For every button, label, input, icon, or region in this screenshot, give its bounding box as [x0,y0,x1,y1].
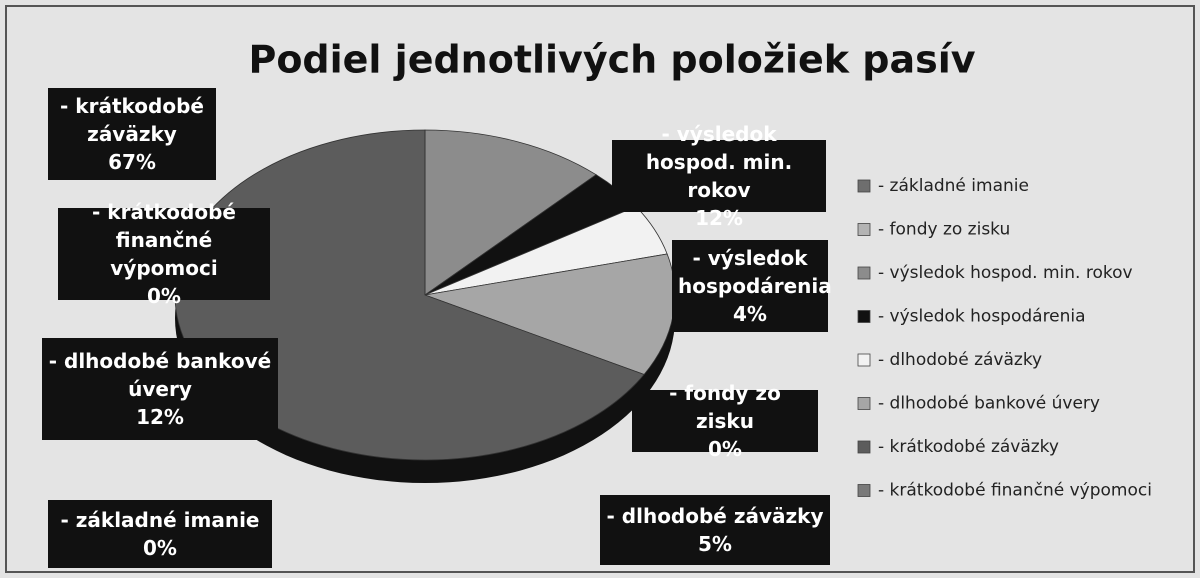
legend-swatch [857,484,871,497]
chart-title: Podiel jednotlivých položiek pasív [248,38,975,82]
data-label-name: - dlhodobé záväzky [606,504,824,528]
data-label-name: - výsledok hospodárenia [678,246,832,298]
legend-label: - výsledok hospod. min. rokov [878,263,1133,283]
legend-label: - fondy zo zisku [878,220,1010,240]
data-label-name: - fondy zo zisku [669,381,781,433]
data-label: - krátkodobé záväzky 67% [48,88,216,180]
data-label: - základné imanie 0% [48,500,272,568]
data-label: - fondy zo zisku 0% [632,381,818,461]
data-label: - výsledok hospod. min. rokov 12% [612,122,826,230]
legend-swatch [857,223,871,236]
data-label: - dlhodobé záväzky 5% [600,495,830,565]
legend-label: - krátkodobé záväzky [878,437,1059,457]
legend-label: - dlhodobé bankové úvery [878,394,1100,414]
data-label-value: 67% [108,150,156,174]
data-label-value: 0% [147,284,181,308]
legend-label: - výsledok hospodárenia [878,307,1086,327]
legend-swatch [857,440,871,454]
data-label-value: 4% [733,302,767,326]
legend-label: - krátkodobé finančné výpomoci [878,481,1152,501]
pie-slice [424,129,597,296]
data-label-value: 5% [698,532,732,556]
data-label-name: - dlhodobé bankové úvery [48,349,272,401]
legend-swatch [857,179,871,193]
legend-swatch [857,310,871,323]
legend-swatch [857,397,871,410]
data-label-name: - krátkodobé finančné výpomoci [92,200,236,280]
data-label-name: - výsledok hospod. min. rokov [645,122,793,202]
data-label-value: 0% [143,536,177,560]
legend-label: - dlhodobé záväzky [878,350,1042,370]
data-label-value: 12% [695,206,743,230]
legend-label: - základné imanie [878,176,1029,196]
legend-swatch [857,266,871,280]
legend-swatch [857,353,871,367]
data-label: - krátkodobé finančné výpomoci 0% [58,200,270,308]
data-label: - výsledok hospodárenia 4% [672,240,832,332]
frame [5,5,1195,573]
data-label-name: - krátkodobé záväzky [60,94,204,146]
data-label-value: 0% [708,437,742,461]
data-label-name: - základné imanie [60,508,260,532]
data-label: - dlhodobé bankové úvery 12% [42,338,278,440]
data-label-value: 12% [136,405,184,429]
